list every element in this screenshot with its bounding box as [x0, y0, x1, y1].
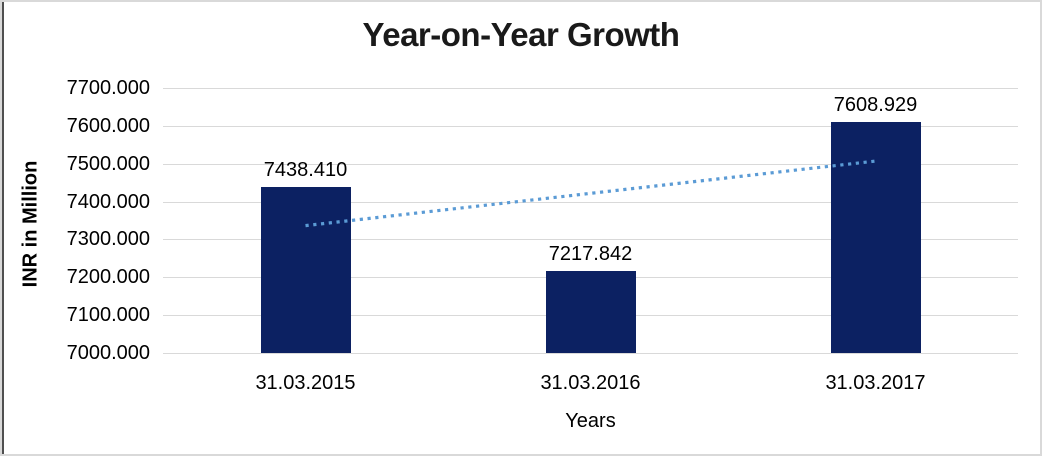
- x-tick-label: 31.03.2017: [825, 372, 926, 394]
- y-tick-label: 7500.000: [66, 152, 150, 175]
- y-tick-label: 7600.000: [66, 114, 150, 137]
- y-tick-label: 7400.000: [66, 190, 150, 213]
- gridline: [163, 125, 1018, 127]
- y-tick-label: 7700.000: [66, 77, 150, 99]
- bar: [260, 187, 351, 353]
- y-tick-label: 7200.000: [66, 266, 150, 289]
- bar-value-label: 7217.842: [548, 242, 633, 265]
- bar: [830, 122, 921, 353]
- y-tick-label: 7000.000: [66, 342, 150, 364]
- gridline: [163, 353, 1018, 354]
- gridline: [163, 88, 1018, 89]
- y-tick-label: 7300.000: [66, 228, 150, 251]
- window-left-border: [2, 2, 4, 454]
- bar-value-label: 7438.410: [263, 159, 348, 182]
- bar: [545, 270, 636, 353]
- x-tick-label: 31.03.2016: [540, 372, 641, 394]
- x-axis-title: Years: [565, 410, 616, 432]
- trendline: [305, 159, 876, 228]
- chart-title: Year-on-Year Growth: [362, 16, 680, 53]
- x-tick-label: 31.03.2015: [255, 372, 356, 394]
- gridline: [163, 239, 1018, 241]
- bar-value-label: 7608.929: [833, 94, 918, 117]
- y-tick-label: 7100.000: [66, 304, 150, 327]
